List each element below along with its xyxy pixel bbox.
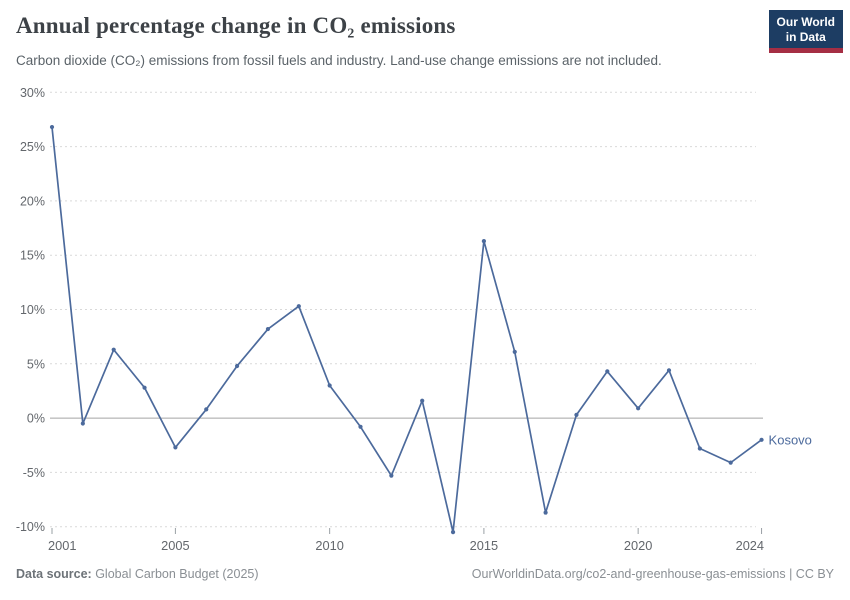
data-source-label: Data source: [16, 567, 92, 581]
data-point-marker [265, 326, 271, 332]
data-point-marker [358, 424, 363, 429]
data-point-marker [142, 385, 147, 390]
series-end-label: Kosovo [769, 432, 812, 447]
y-axis-tick-label: 0% [27, 412, 45, 426]
data-point-marker [636, 406, 641, 411]
data-point-marker [327, 383, 332, 388]
chart-subtitle: Carbon dioxide (CO₂) emissions from foss… [16, 53, 662, 68]
data-point-marker [80, 421, 85, 426]
data-point-marker [296, 304, 301, 309]
chart-footer: Data source: Global Carbon Budget (2025)… [16, 567, 834, 581]
data-point-marker [574, 412, 579, 417]
data-point-marker [697, 446, 702, 451]
data-point-marker [49, 124, 55, 130]
x-axis-tick-label: 2024 [736, 538, 764, 553]
y-axis-tick-label: 25% [20, 140, 45, 154]
data-point-marker [111, 347, 116, 352]
data-point-marker [204, 407, 209, 412]
data-point-marker [389, 473, 394, 478]
x-axis-tick-label: 2001 [48, 538, 76, 553]
owid-logo-line2: in Data [785, 30, 826, 44]
series-line [51, 126, 763, 533]
x-axis-tick-label: 2020 [624, 538, 652, 553]
data-point-marker [728, 460, 733, 465]
data-point-marker [605, 369, 610, 374]
data-point-marker [450, 530, 456, 535]
y-axis-tick-label: 10% [20, 303, 45, 317]
y-axis-tick-label: -10% [16, 520, 45, 534]
data-point-marker [759, 437, 764, 442]
data-point-marker [512, 349, 517, 354]
x-axis-tick-label: 2015 [470, 538, 498, 553]
x-axis-tick-label: 2005 [161, 538, 189, 553]
data-point-marker [235, 363, 240, 369]
y-axis-tick-label: 20% [20, 194, 45, 208]
y-axis-tick-label: -5% [23, 466, 45, 480]
x-axis-tick-label: 2010 [315, 538, 343, 553]
owid-logo[interactable]: Our World in Data [768, 10, 843, 53]
y-axis-tick-label: 15% [20, 249, 45, 263]
data-source-note: Data source: Global Carbon Budget (2025) [16, 567, 259, 581]
data-point-marker [666, 368, 672, 373]
page-title: Annual percentage change in CO₂ emission… [16, 13, 456, 38]
attribution-note: OurWorldinData.org/co2-and-greenhouse-ga… [471, 567, 834, 581]
owid-logo-line1: Our World [776, 15, 835, 29]
data-point-marker [543, 510, 548, 515]
data-point-marker [173, 445, 178, 450]
data-point-marker [420, 398, 425, 403]
data-source-value: Global Carbon Budget (2025) [91, 567, 259, 581]
y-axis-tick-label: 30% [20, 86, 45, 100]
data-point-marker [481, 238, 486, 244]
y-axis-tick-label: 5% [27, 357, 45, 371]
